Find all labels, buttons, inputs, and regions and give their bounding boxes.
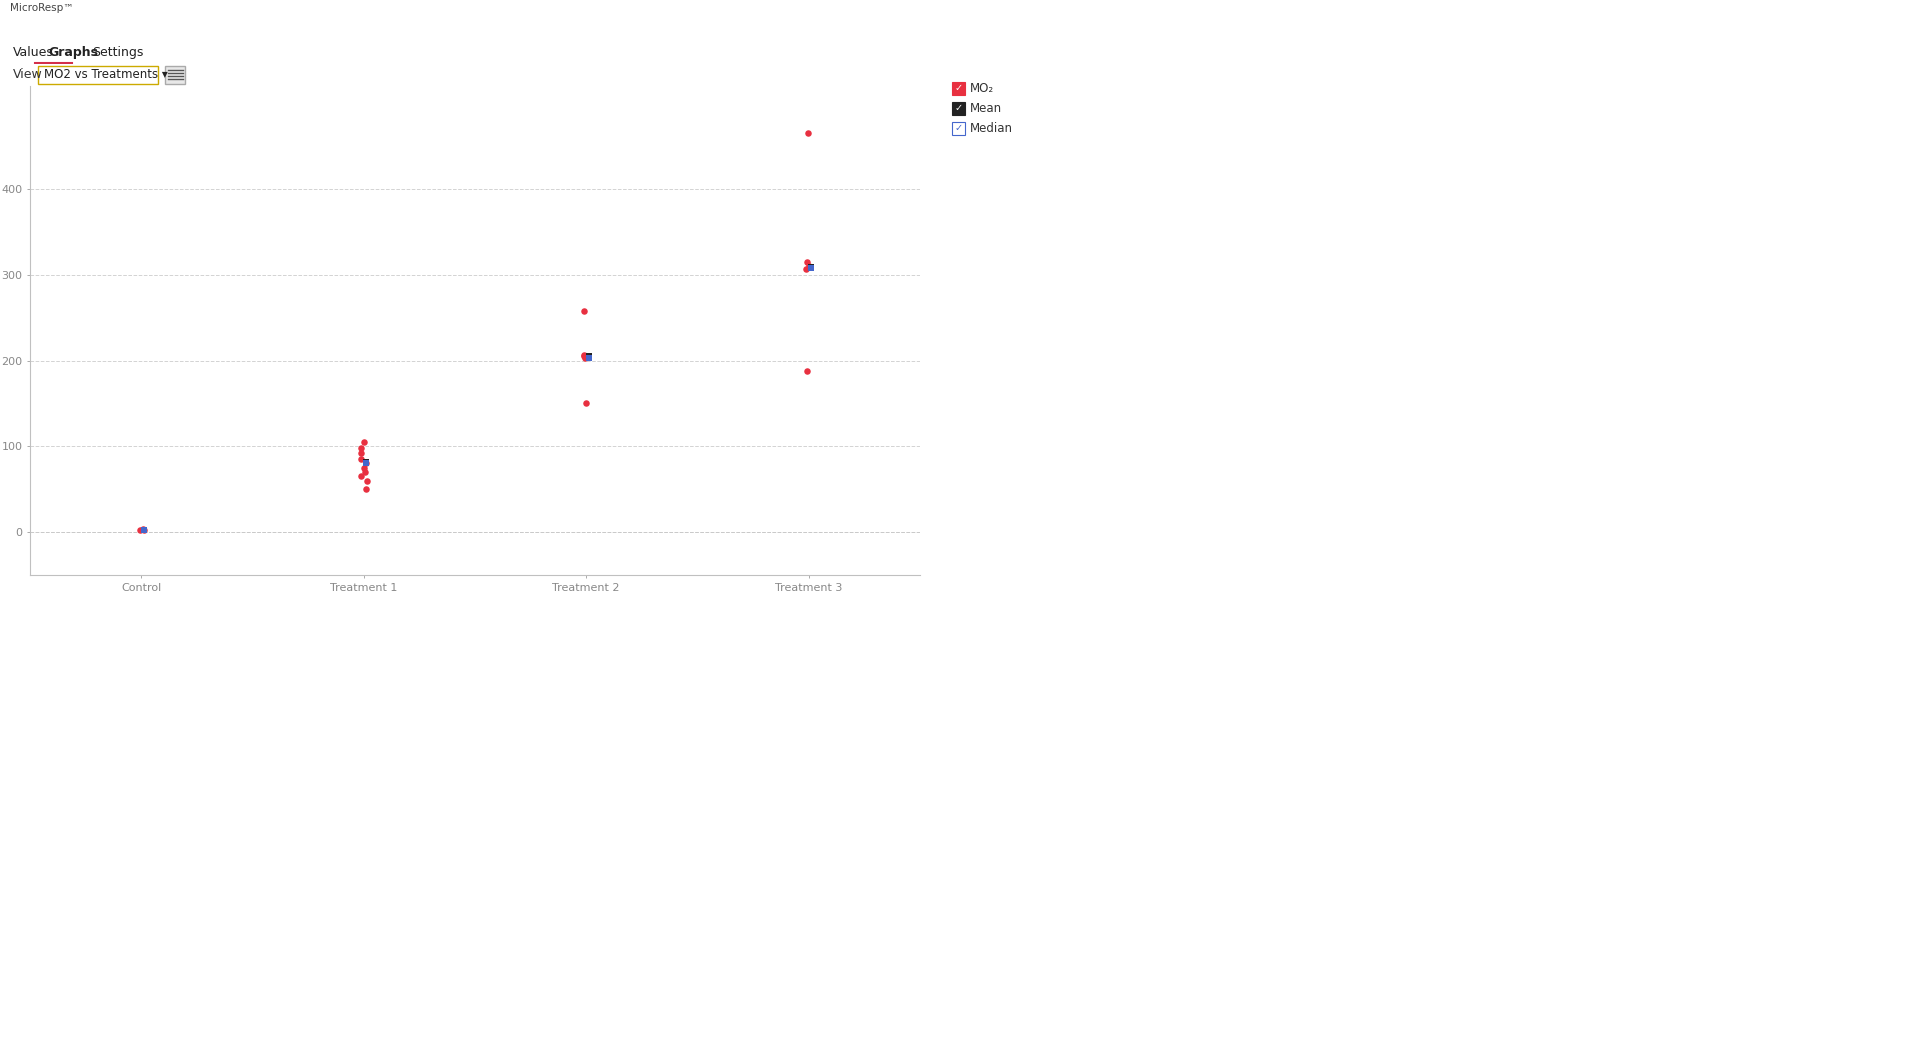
Point bbox=[351, 472, 382, 489]
Point bbox=[568, 346, 599, 363]
Point bbox=[793, 362, 824, 379]
Point bbox=[346, 468, 376, 485]
Point bbox=[570, 350, 601, 366]
FancyBboxPatch shape bbox=[952, 122, 966, 135]
Point bbox=[349, 464, 380, 481]
Point bbox=[351, 454, 382, 470]
Text: MO₂: MO₂ bbox=[970, 82, 995, 94]
Point bbox=[346, 450, 376, 467]
Text: Values: Values bbox=[13, 46, 54, 60]
Point bbox=[129, 521, 159, 538]
Text: View: View bbox=[13, 68, 42, 82]
Text: MO2 vs Treatments ▾: MO2 vs Treatments ▾ bbox=[44, 68, 167, 82]
Text: ≡: ≡ bbox=[12, 19, 27, 37]
FancyBboxPatch shape bbox=[38, 66, 157, 84]
Point bbox=[125, 522, 156, 539]
Point bbox=[797, 258, 828, 275]
Text: ✓: ✓ bbox=[954, 104, 962, 113]
Point bbox=[568, 302, 599, 319]
Point bbox=[346, 440, 376, 457]
Text: ✓: ✓ bbox=[954, 84, 962, 93]
Point bbox=[793, 125, 824, 142]
Text: Analysis: Analysis bbox=[63, 19, 154, 38]
Point bbox=[797, 259, 828, 276]
Point bbox=[349, 459, 380, 476]
Point bbox=[795, 257, 826, 274]
Text: MicroResp™: MicroResp™ bbox=[10, 3, 73, 14]
Point bbox=[570, 395, 601, 412]
Text: Mean: Mean bbox=[970, 102, 1002, 116]
FancyBboxPatch shape bbox=[952, 102, 966, 116]
Text: Settings: Settings bbox=[92, 46, 144, 60]
Point bbox=[349, 434, 380, 450]
Point bbox=[351, 455, 382, 471]
FancyBboxPatch shape bbox=[165, 66, 184, 84]
Text: ✓: ✓ bbox=[954, 124, 962, 133]
Text: Median: Median bbox=[970, 122, 1014, 135]
Point bbox=[574, 348, 605, 364]
FancyBboxPatch shape bbox=[952, 82, 966, 94]
Point bbox=[346, 445, 376, 462]
Point bbox=[351, 455, 382, 471]
Point bbox=[568, 348, 599, 364]
Point bbox=[791, 260, 822, 277]
Point bbox=[791, 253, 822, 270]
Point bbox=[129, 521, 159, 538]
Text: ×: × bbox=[1901, 21, 1912, 35]
Text: –: – bbox=[1851, 21, 1859, 35]
Text: □: □ bbox=[1874, 23, 1885, 33]
Point bbox=[574, 350, 605, 366]
Text: Graphs: Graphs bbox=[48, 46, 98, 60]
Point bbox=[351, 481, 382, 498]
Point bbox=[127, 520, 157, 537]
Point bbox=[129, 521, 159, 538]
